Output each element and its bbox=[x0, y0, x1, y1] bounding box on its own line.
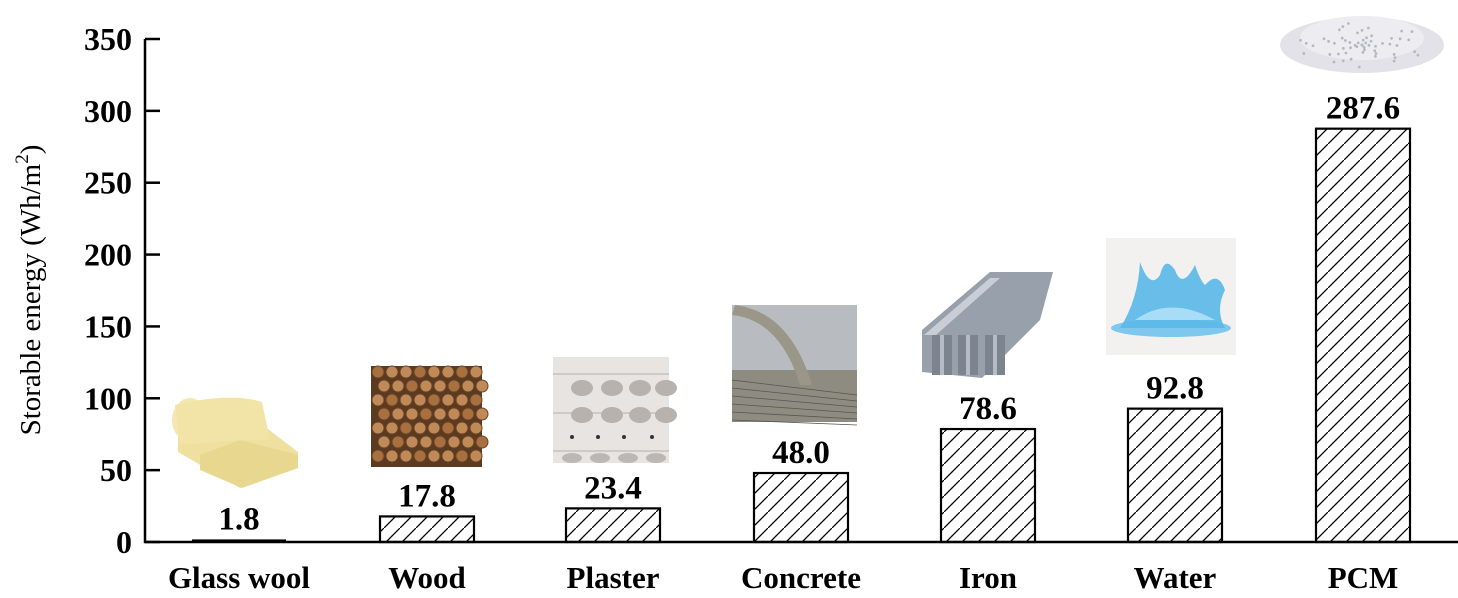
bar-iron: 78.6 Iron bbox=[939, 391, 1037, 595]
value-label: 1.8 bbox=[218, 501, 259, 537]
bar-water: 92.8 Water bbox=[1126, 371, 1224, 595]
pcm-powder-icon bbox=[1280, 16, 1444, 73]
y-tick-label: 0 bbox=[116, 524, 132, 560]
y-tick-label: 150 bbox=[84, 308, 132, 344]
water-splash-icon bbox=[1106, 238, 1236, 355]
category-label: Plaster bbox=[567, 560, 660, 595]
glass-wool-roll-icon bbox=[172, 397, 298, 488]
y-axis-ticks: 0 50 100 150 200 250 300 350 bbox=[84, 21, 160, 560]
plaster-panel-icon bbox=[553, 357, 677, 463]
category-label: Iron bbox=[959, 560, 1017, 595]
y-tick-label: 250 bbox=[84, 165, 132, 201]
bars: 1.8 Glass wool 17.8 Wood 23.4 Plaster 48.0 Conc… bbox=[168, 91, 1412, 595]
bar-plaster: 23.4 Plaster bbox=[564, 470, 662, 595]
category-label: Wood bbox=[388, 560, 466, 595]
y-tick-label: 100 bbox=[84, 380, 132, 416]
value-label: 23.4 bbox=[584, 470, 642, 506]
y-axis-title: Storable energy (Wh/m2) bbox=[12, 145, 47, 436]
value-label: 48.0 bbox=[772, 435, 830, 471]
value-label: 92.8 bbox=[1146, 371, 1204, 407]
category-label: Water bbox=[1134, 560, 1217, 595]
bar-pcm: 287.6 PCM bbox=[1314, 91, 1412, 595]
category-label: Concrete bbox=[741, 560, 861, 595]
y-tick-label: 50 bbox=[100, 452, 132, 488]
bar-images bbox=[172, 16, 1444, 488]
value-label: 17.8 bbox=[398, 478, 456, 514]
bar-concrete: 48.0 Concrete bbox=[741, 435, 861, 595]
value-label: 287.6 bbox=[1326, 91, 1400, 127]
category-label: Glass wool bbox=[168, 560, 310, 595]
y-tick-label: 200 bbox=[84, 237, 132, 273]
y-tick-label: 300 bbox=[84, 93, 132, 129]
bar-glass-wool: 1.8 Glass wool bbox=[168, 501, 310, 595]
concrete-pour-icon bbox=[731, 305, 858, 426]
y-tick-label: 350 bbox=[84, 21, 132, 57]
wood-logs-icon bbox=[371, 365, 489, 467]
iron-beams-icon bbox=[922, 272, 1053, 378]
category-label: PCM bbox=[1328, 560, 1399, 595]
value-label: 78.6 bbox=[959, 391, 1017, 427]
bar-wood: 17.8 Wood bbox=[378, 478, 476, 595]
